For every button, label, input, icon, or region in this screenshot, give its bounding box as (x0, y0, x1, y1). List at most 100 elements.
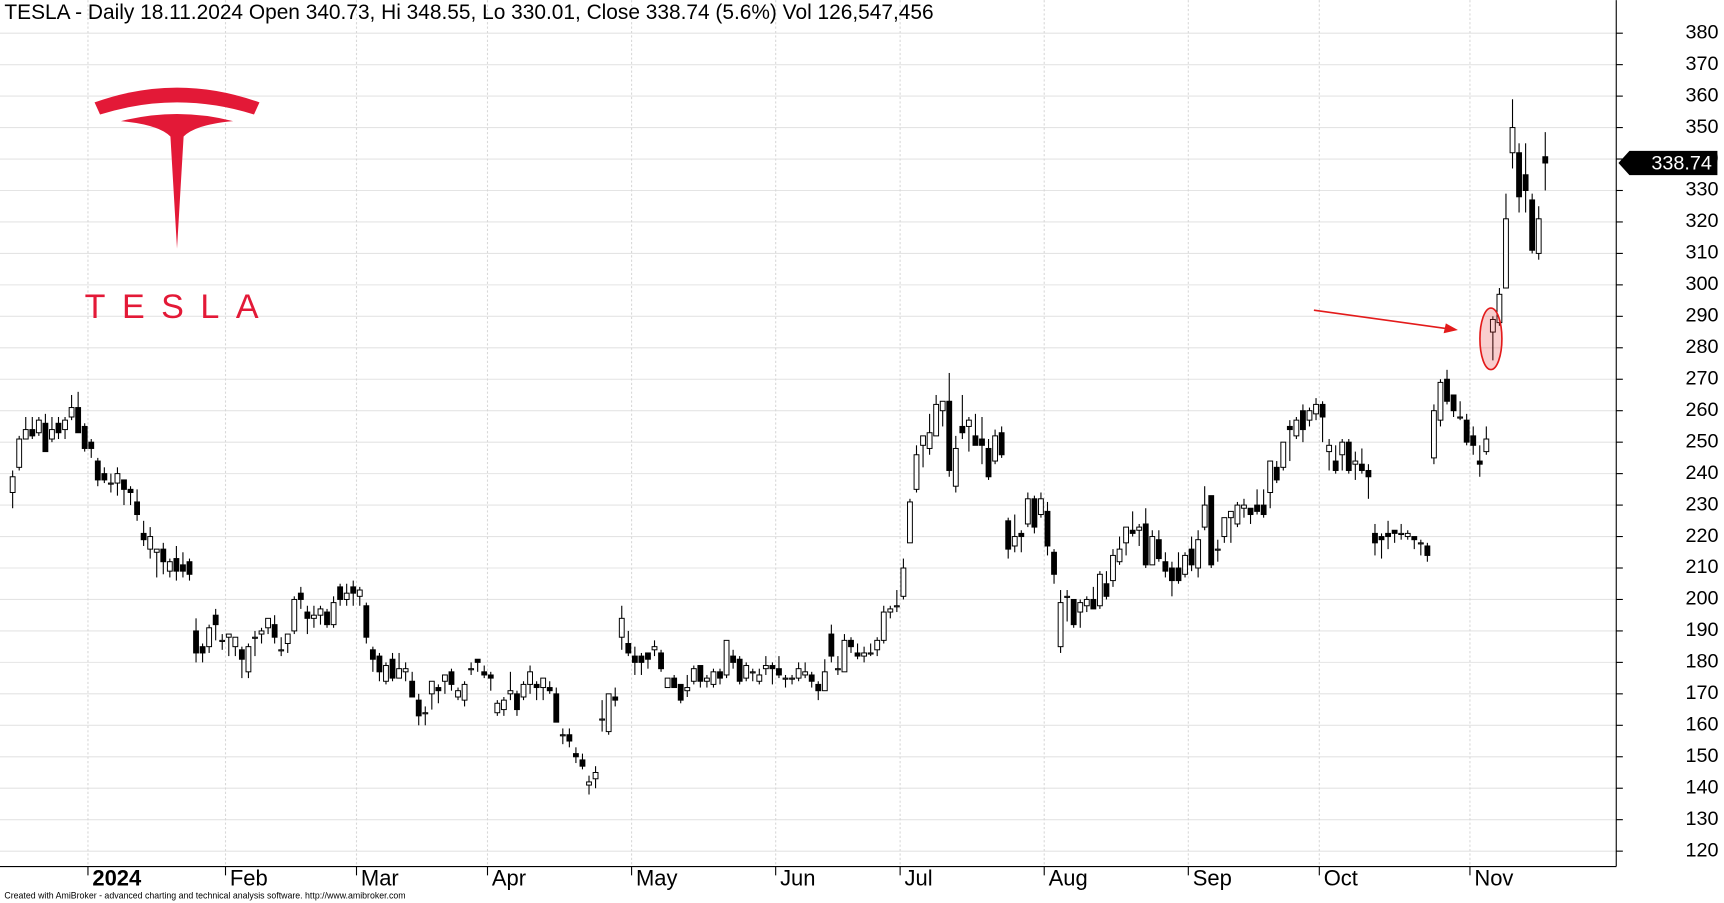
candle-body (1476, 460, 1483, 465)
candle-body (265, 617, 271, 629)
candle-body (1535, 218, 1542, 254)
candle-body (1529, 199, 1536, 251)
annotation (1313, 307, 1503, 371)
candle-body (1169, 567, 1175, 582)
candle-body (1339, 441, 1346, 456)
candle-body (350, 586, 357, 594)
y-tick-label: 180 (1685, 651, 1718, 673)
candle-body (907, 501, 913, 544)
candle-body (540, 677, 547, 689)
candle-body (743, 665, 750, 679)
candle-body (1273, 466, 1280, 481)
candle-body (664, 677, 671, 689)
candle-body (304, 611, 311, 619)
candle-body (1503, 218, 1509, 289)
candle-body (690, 668, 697, 682)
candle-body (193, 630, 199, 654)
candle-body (579, 759, 586, 767)
candle-body (880, 611, 887, 641)
logo-text: TESLA (85, 288, 275, 326)
candle-body (612, 696, 619, 701)
candle-body (710, 671, 717, 685)
candle-body (180, 564, 186, 572)
y-tick-label: 140 (1685, 776, 1718, 798)
candle-body (88, 441, 95, 449)
candle-body (114, 473, 121, 484)
y-tick-label: 220 (1685, 525, 1718, 547)
candle-body (219, 639, 226, 642)
candle-body (1051, 551, 1057, 575)
candle-body (173, 558, 180, 572)
candle-body (389, 658, 396, 679)
candle-body (428, 680, 435, 695)
candle-body (546, 687, 553, 692)
candle-body (1391, 529, 1398, 534)
candle-body (1470, 435, 1477, 446)
candle-body (900, 567, 907, 597)
candle-body (396, 668, 402, 679)
candle-body (1129, 529, 1136, 534)
candles (9, 99, 1549, 795)
candle-body (363, 605, 370, 638)
candle-body (415, 699, 422, 717)
y-tick-label: 150 (1685, 745, 1718, 767)
candle-body (1155, 539, 1162, 560)
candle-body (848, 639, 854, 648)
candle-body (514, 693, 520, 711)
candle-body (658, 652, 664, 670)
candle-body (153, 548, 160, 553)
x-tick-label: Oct (1324, 866, 1358, 891)
candle-body (605, 693, 612, 733)
candle-body (324, 611, 330, 626)
candle-body (442, 674, 448, 682)
candle-body (1208, 495, 1215, 566)
candle-body (697, 665, 704, 682)
candle-body (1431, 410, 1437, 459)
candle-body (769, 665, 776, 670)
candle-body (959, 425, 966, 434)
candle-body (455, 690, 461, 698)
candle-body (1254, 504, 1260, 512)
y-tick-label: 350 (1685, 116, 1718, 138)
candle-body (55, 422, 62, 434)
y-tick-label: 310 (1685, 242, 1718, 264)
candle-body (1116, 548, 1123, 563)
y-tick-label: 210 (1685, 556, 1718, 578)
candle-body (49, 429, 55, 440)
candle-body (618, 617, 625, 638)
candle-body (1280, 441, 1287, 468)
candle-body (1306, 410, 1313, 421)
candle-body (212, 614, 219, 626)
candle-body (1542, 156, 1549, 164)
candle-body (1319, 403, 1326, 418)
candle-body (376, 655, 383, 673)
x-tick-label: Aug (1049, 866, 1088, 891)
candle-body (199, 646, 206, 654)
candle-body (1286, 425, 1293, 431)
y-tick-label: 170 (1685, 682, 1718, 704)
candle-body (238, 649, 245, 660)
candle-body (1110, 554, 1116, 582)
candle-body (815, 683, 822, 692)
x-tick-label: 2024 (92, 866, 142, 891)
candle-body (1267, 460, 1274, 493)
candle-body (81, 425, 88, 449)
candle-body (1352, 460, 1359, 465)
candle-body (1175, 567, 1182, 582)
candle-body (920, 435, 926, 446)
candle-body (749, 671, 756, 674)
candle-body (160, 548, 167, 563)
candle-body (448, 671, 455, 685)
candle-body (422, 712, 429, 715)
candle-body (225, 633, 232, 638)
candle-body (1496, 293, 1503, 324)
candle-body (834, 668, 841, 671)
candle-body (677, 683, 684, 701)
candle-body (933, 403, 940, 437)
candle-body (1516, 152, 1522, 198)
candle-body (1247, 507, 1254, 516)
logo-arc (94, 87, 260, 115)
candle-body (952, 447, 959, 487)
candle-body (802, 671, 809, 676)
